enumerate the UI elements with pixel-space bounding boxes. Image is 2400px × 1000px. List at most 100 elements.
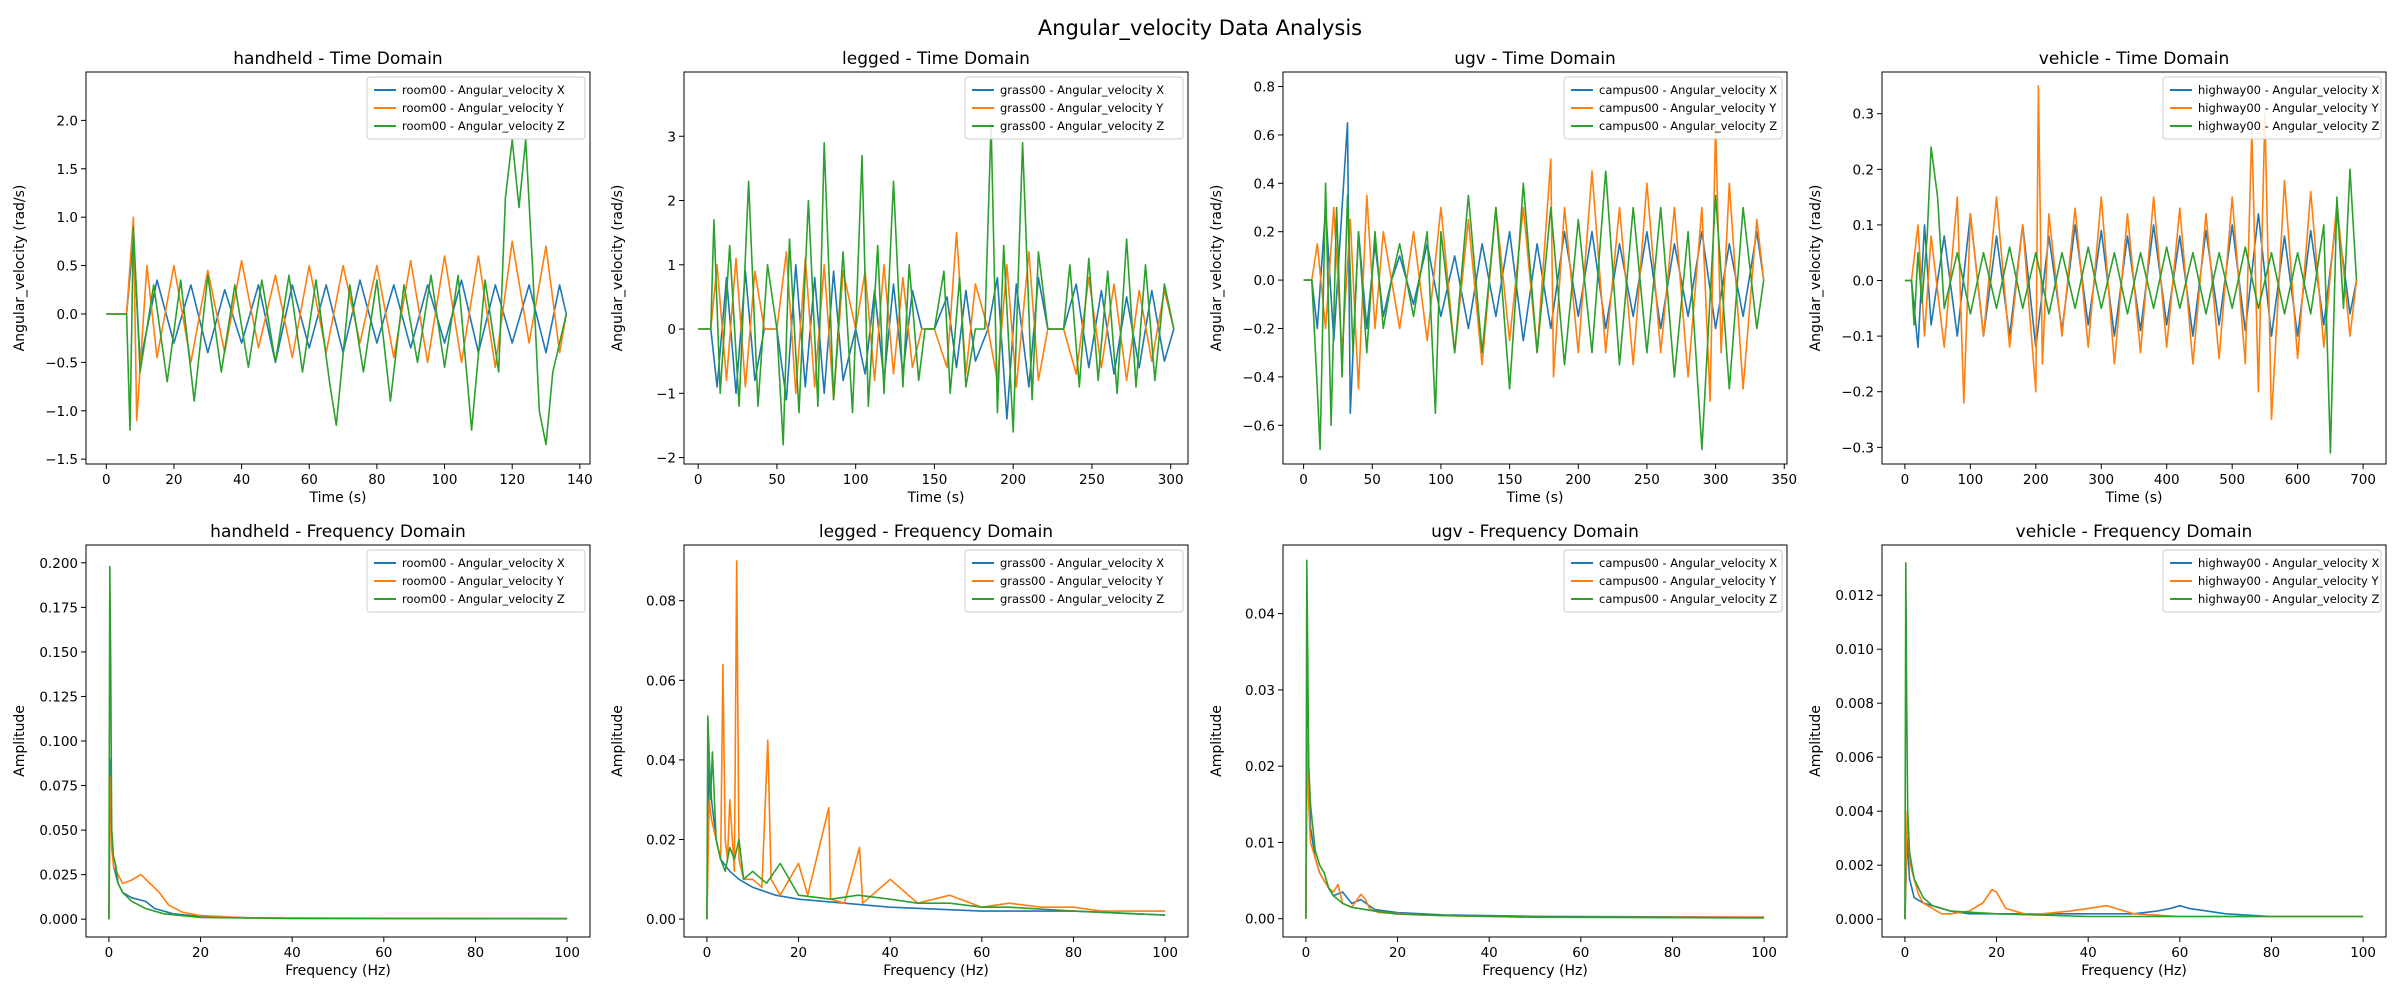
axes-frame (683, 544, 1189, 938)
x-tick-label: 400 (2154, 472, 2180, 488)
subplot-7: vehicle - Frequency Domain 0 20 40 60 80 100 0.… (1808, 522, 2387, 979)
legend-box (2162, 76, 2382, 140)
x-tick-label: 100 (1152, 945, 1178, 961)
series-line-z (1303, 170, 1765, 451)
legend-label: grass00 - Angular_velocity Y (1000, 574, 1164, 588)
y-tick-label: 0.2 (1853, 162, 1874, 178)
legend: room00 - Angular_velocity X room00 - Angu… (366, 549, 586, 613)
y-tick-label: 0.6 (1254, 128, 1275, 144)
x-tick-label: 20 (165, 472, 182, 488)
x-tick-label: 100 (2350, 945, 2376, 961)
y-tick-label: 0.06 (646, 673, 676, 689)
subplot-1: legged - Time Domain 0 50 100 150 200 250 300 −2… (610, 49, 1189, 506)
y-tick-label: −0.4 (1242, 370, 1275, 386)
subplot-2: ugv - Time Domain 0 50 100 150 200 250 300 350 −0… (1209, 49, 1797, 506)
axes-frame (1881, 544, 2387, 938)
legend: campus00 - Angular_velocity X campus00 - … (1563, 76, 1783, 140)
legend: highway00 - Angular_velocity X highway00 … (2162, 549, 2382, 613)
y-axis-label: Amplitude (1209, 705, 1225, 777)
x-tick-label: 60 (973, 945, 990, 961)
y-tick-label: 0.00 (646, 912, 676, 928)
subplot-title: vehicle - Frequency Domain (2016, 522, 2253, 542)
x-tick-label: 100 (1751, 945, 1777, 961)
x-axis-label: Time (s) (1506, 490, 1564, 506)
y-tick-label: −0.6 (1242, 418, 1275, 434)
legend-box (366, 549, 586, 613)
y-tick-label: 0.012 (1835, 588, 1874, 604)
x-tick-label: 600 (2285, 472, 2311, 488)
y-tick-label: 0.02 (646, 832, 676, 848)
y-tick-label: 0.1 (1853, 218, 1874, 234)
axes-frame (683, 71, 1189, 465)
x-tick-label: 0 (703, 945, 712, 961)
x-tick-label: 250 (1079, 472, 1105, 488)
legend-label: highway00 - Angular_velocity Y (2198, 574, 2379, 588)
legend-label: room00 - Angular_velocity Y (402, 101, 565, 115)
y-tick-label: 0 (667, 322, 676, 338)
legend: highway00 - Angular_velocity X highway00 … (2162, 76, 2382, 140)
series-group (108, 565, 568, 920)
subplot-5: legged - Frequency Domain 0 20 40 60 80 100 0.0… (610, 522, 1189, 979)
series-line-x (698, 263, 1175, 420)
x-tick-label: 500 (2219, 472, 2245, 488)
legend-box (964, 76, 1184, 140)
y-tick-label: 0.000 (39, 912, 78, 928)
x-tick-label: 40 (284, 945, 301, 961)
series-line-x (1904, 837, 2364, 920)
x-tick-label: 20 (790, 945, 807, 961)
legend-label: room00 - Angular_velocity Z (402, 592, 565, 606)
y-tick-label: 0.125 (39, 689, 78, 705)
x-tick-label: 60 (301, 472, 318, 488)
y-tick-label: 0.100 (39, 734, 78, 750)
x-tick-label: 100 (1957, 472, 1983, 488)
subplot-title: legged - Frequency Domain (819, 522, 1053, 542)
subplot-3: vehicle - Time Domain 0 100 200 300 400 500 600… (1808, 49, 2387, 506)
x-tick-label: 50 (1364, 472, 1381, 488)
series-line-z (1904, 146, 2358, 454)
x-tick-label: 200 (1565, 472, 1591, 488)
legend-label: highway00 - Angular_velocity Z (2198, 592, 2379, 606)
subplot-title: vehicle - Time Domain (2039, 49, 2229, 69)
series-line-y (698, 231, 1175, 401)
y-tick-label: −0.3 (1841, 440, 1874, 456)
series-line-z (698, 122, 1175, 446)
legend-label: campus00 - Angular_velocity Z (1599, 119, 1777, 133)
y-tick-label: 0.050 (39, 823, 78, 839)
subplot-title: ugv - Time Domain (1454, 49, 1616, 69)
x-tick-label: 80 (368, 472, 385, 488)
series-group (1303, 122, 1765, 451)
series-group (1305, 559, 1765, 919)
legend-label: highway00 - Angular_velocity X (2198, 83, 2379, 97)
series-line-z (706, 715, 1166, 920)
legend-label: grass00 - Angular_velocity Y (1000, 101, 1164, 115)
y-tick-label: 0.200 (39, 556, 78, 572)
x-tick-label: 0 (694, 472, 703, 488)
legend: room00 - Angular_velocity X room00 - Angu… (366, 76, 586, 140)
series-line-z (1305, 559, 1765, 919)
series-group (106, 139, 568, 446)
y-tick-label: 0.002 (1835, 858, 1874, 874)
y-axis-label: Angular_velocity (rad/s) (610, 185, 626, 352)
y-tick-label: −0.2 (1841, 385, 1874, 401)
x-tick-label: 150 (922, 472, 948, 488)
x-tick-label: 300 (2088, 472, 2114, 488)
x-tick-label: 700 (2350, 472, 2376, 488)
y-axis-label: Angular_velocity (rad/s) (12, 185, 28, 352)
x-axis-label: Time (s) (2105, 490, 2163, 506)
series-line-z (108, 565, 568, 920)
x-tick-label: 40 (882, 945, 899, 961)
x-tick-label: 150 (1497, 472, 1523, 488)
x-tick-label: 250 (1634, 472, 1660, 488)
y-tick-label: −1.0 (45, 404, 78, 420)
legend-label: room00 - Angular_velocity Z (402, 119, 565, 133)
subplot-title: ugv - Frequency Domain (1431, 522, 1639, 542)
legend-box (2162, 549, 2382, 613)
legend: campus00 - Angular_velocity X campus00 - … (1563, 549, 1783, 613)
x-tick-label: 40 (1481, 945, 1498, 961)
y-tick-label: 0.000 (1835, 912, 1874, 928)
y-tick-label: 0.0 (1853, 274, 1874, 290)
series-line-z (1904, 561, 2364, 920)
legend-label: highway00 - Angular_velocity Z (2198, 119, 2379, 133)
x-tick-label: 100 (843, 472, 869, 488)
